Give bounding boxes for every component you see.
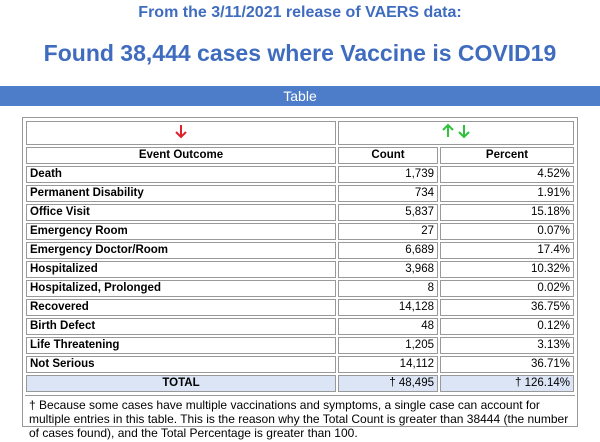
cell: 0.12% [440, 318, 574, 335]
data-row: Office Visit 5,837 15.18% [26, 204, 574, 221]
sort-down-arrow[interactable] [457, 123, 470, 139]
table-box: Event Outcome Count Percent Death 1,739 4.52%… [22, 117, 578, 440]
cell: 0.07% [440, 223, 574, 240]
cell: Emergency Doctor/Room [26, 242, 336, 259]
footnote: † Because some cases have multiple vacci… [25, 395, 575, 442]
cell: 15.18% [440, 204, 574, 221]
cell: 8 [338, 280, 438, 297]
data-row: Hospitalized, Prolonged 8 0.02% [26, 280, 574, 297]
cell: Emergency Room [26, 223, 336, 240]
data-table: Event Outcome Count Percent Death 1,739 4.52%… [24, 119, 576, 394]
cell: 3,968 [338, 261, 438, 278]
cell: 27 [338, 223, 438, 240]
cell: † 126.14% [440, 375, 574, 392]
cell: 4.52% [440, 166, 574, 183]
total-row: TOTAL † 48,495 † 126.14% [26, 375, 574, 392]
cell: † 48,495 [338, 375, 438, 392]
cell: Count [338, 147, 438, 164]
cell: Hospitalized [26, 261, 336, 278]
cell: 10.32% [440, 261, 574, 278]
cell: 1,739 [338, 166, 438, 183]
cell: 1.91% [440, 185, 574, 202]
section-bar: Table [0, 86, 600, 106]
data-row: Emergency Doctor/Room 6,689 17.4% [26, 242, 574, 259]
cell: Birth Defect [26, 318, 336, 335]
data-row: Hospitalized 3,968 10.32% [26, 261, 574, 278]
header-row: Event Outcome Count Percent [26, 147, 574, 164]
cell: 6,689 [338, 242, 438, 259]
page: {"header": {"release": "From the 3/11/20… [0, 4, 600, 440]
cell: Percent [440, 147, 574, 164]
cell: 1,205 [338, 337, 438, 354]
cell: Permanent Disability [26, 185, 336, 202]
sort-cell[interactable] [26, 121, 336, 145]
cell: 14,128 [338, 299, 438, 316]
sort-down-arrow[interactable] [175, 123, 187, 139]
sort-cell[interactable] [338, 121, 574, 145]
data-row: Life Threatening 1,205 3.13% [26, 337, 574, 354]
cell: TOTAL [26, 375, 336, 392]
page-title: Found 38,444 cases where Vaccine is COVI… [43, 40, 557, 66]
cell: Event Outcome [26, 147, 336, 164]
data-row: Birth Defect 48 0.12% [26, 318, 574, 335]
cell: Office Visit [26, 204, 336, 221]
cell: 36.71% [440, 356, 574, 373]
release-line: From the 3/11/2021 release of VAERS data… [138, 4, 462, 21]
cell: Hospitalized, Prolonged [26, 280, 336, 297]
cell: 14,112 [338, 356, 438, 373]
data-row: Death 1,739 4.52% [26, 166, 574, 183]
data-row: Not Serious 14,112 36.71% [26, 356, 574, 373]
cell: 48 [338, 318, 438, 335]
cell: Death [26, 166, 336, 183]
data-row: Permanent Disability 734 1.91% [26, 185, 574, 202]
cell: 0.02% [440, 280, 574, 297]
cell: 734 [338, 185, 438, 202]
sort-row [26, 121, 574, 145]
data-row: Recovered 14,128 36.75% [26, 299, 574, 316]
cell: 3.13% [440, 337, 574, 354]
sort-up-arrow[interactable] [442, 123, 455, 139]
cell: 17.4% [440, 242, 574, 259]
cell: Life Threatening [26, 337, 336, 354]
cell: Not Serious [26, 356, 336, 373]
cell: 36.75% [440, 299, 574, 316]
cell: Recovered [26, 299, 336, 316]
data-row: Emergency Room 27 0.07% [26, 223, 574, 240]
cell: 5,837 [338, 204, 438, 221]
